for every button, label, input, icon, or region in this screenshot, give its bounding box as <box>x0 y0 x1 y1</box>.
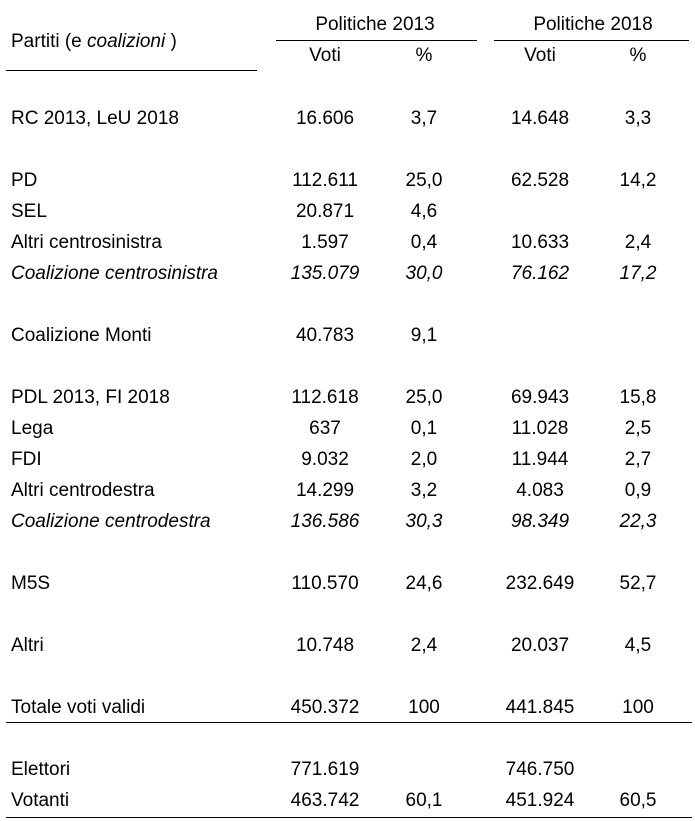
votes-2013-cell: 16.606 <box>295 108 355 129</box>
votes-2018-cell: 10.633 <box>510 232 570 253</box>
election-2018-rule <box>494 40 689 41</box>
votes-2018-cell: 746.750 <box>505 759 575 780</box>
votes-2018-cell: 451.924 <box>505 790 575 811</box>
row-label: SEL <box>11 201 47 222</box>
coalitions-label: coalizioni <box>87 31 166 52</box>
parties-label-end: ) <box>165 31 177 52</box>
percent-2018-cell: 22,3 <box>619 511 657 532</box>
votes-2013-cell: 136.586 <box>290 511 360 532</box>
percent-2013-cell: 2,0 <box>410 449 438 470</box>
row-label: PDL 2013, FI 2018 <box>11 387 170 408</box>
row-label: Lega <box>11 418 54 439</box>
row-label: Votanti <box>11 790 70 811</box>
percent-2018-cell: 15,8 <box>619 387 657 408</box>
percent-2013-cell: 0,4 <box>410 232 438 253</box>
percent-2018-cell: 0,9 <box>624 480 652 501</box>
percent-2013-cell: 100 <box>408 697 440 718</box>
row-label: Altri <box>11 635 44 656</box>
percent-2013-cell: 24,6 <box>405 573 443 594</box>
votes-2013-cell: 9.032 <box>301 449 349 470</box>
votes-2013-cell: 463.742 <box>290 790 360 811</box>
row-label: Elettori <box>11 759 71 780</box>
votes-2013-cell: 637 <box>309 418 341 439</box>
votes-2018-cell: 69.943 <box>510 387 570 408</box>
votes-2013-header: Voti <box>309 45 341 66</box>
votes-2013-cell: 10.748 <box>295 635 355 656</box>
table-bottom-rule <box>6 817 692 818</box>
percent-2013-cell: 25,0 <box>405 170 443 191</box>
row-label: Coalizione Monti <box>11 325 152 346</box>
percent-2018-cell: 52,7 <box>619 573 657 594</box>
votes-2018-cell: 62.528 <box>510 170 570 191</box>
parties-label: Partiti (e <box>11 31 88 52</box>
percent-2018-cell: 3,3 <box>624 108 652 129</box>
votes-2013-cell: 771.619 <box>290 759 360 780</box>
votes-2013-cell: 112.611 <box>292 170 358 191</box>
row-label: RC 2013, LeU 2018 <box>11 108 179 129</box>
percent-2018-cell: 2,7 <box>624 449 652 470</box>
percent-2018-cell: 2,4 <box>624 232 652 253</box>
votes-2018-cell: 76.162 <box>510 263 570 284</box>
percent-2013-cell: 3,7 <box>410 108 438 129</box>
votes-2018-cell: 11.944 <box>511 449 569 470</box>
percent-2018-cell: 2,5 <box>624 418 652 439</box>
election-2013-rule <box>276 40 477 41</box>
percent-2013-cell: 30,0 <box>405 263 443 284</box>
votes-2013-cell: 1.597 <box>301 232 349 253</box>
percent-2018-cell: 4,5 <box>624 635 652 656</box>
votes-2013-cell: 110.570 <box>291 573 359 594</box>
row-label: PD <box>11 170 38 191</box>
election-2018-header: Politiche 2018 <box>533 14 653 35</box>
votes-2018-cell: 11.028 <box>511 418 569 439</box>
row-label: Altri centrodestra <box>11 480 155 501</box>
votes-2018-cell: 20.037 <box>510 635 570 656</box>
votes-2018-cell: 232.649 <box>505 573 575 594</box>
votes-2013-cell: 14.299 <box>295 480 355 501</box>
votes-2013-cell: 135.079 <box>290 263 360 284</box>
totals-divider <box>6 722 692 723</box>
percent-2013-cell: 2,4 <box>410 635 438 656</box>
votes-2018-cell: 441.845 <box>505 697 575 718</box>
votes-2013-cell: 40.783 <box>295 325 355 346</box>
percent-2018-header: % <box>629 45 647 66</box>
percent-2013-cell: 60,1 <box>405 790 443 811</box>
parties-header-rule <box>6 70 257 71</box>
percent-2013-header: % <box>415 45 433 66</box>
row-label: Altri centrosinistra <box>11 232 162 253</box>
row-label: Coalizione centrosinistra <box>11 263 218 284</box>
percent-2013-cell: 3,2 <box>410 480 438 501</box>
percent-2018-cell: 100 <box>622 697 654 718</box>
percent-2013-cell: 0,1 <box>410 418 438 439</box>
percent-2013-cell: 9,1 <box>410 325 438 346</box>
parties-column-header: Partiti (e coalizioni ) <box>11 31 177 53</box>
votes-2018-header: Voti <box>524 45 556 66</box>
votes-2013-cell: 112.618 <box>291 387 359 408</box>
votes-2018-cell: 4.083 <box>516 480 564 501</box>
row-label: M5S <box>11 573 51 594</box>
election-2013-header: Politiche 2013 <box>315 14 435 35</box>
percent-2013-cell: 4,6 <box>410 201 438 222</box>
percent-2018-cell: 60,5 <box>619 790 657 811</box>
percent-2018-cell: 17,2 <box>619 263 657 284</box>
votes-2018-cell: 14.648 <box>510 108 570 129</box>
percent-2013-cell: 30,3 <box>405 511 443 532</box>
votes-2013-cell: 20.871 <box>295 201 355 222</box>
votes-2013-cell: 450.372 <box>290 697 360 718</box>
votes-2018-cell: 98.349 <box>510 511 570 532</box>
percent-2013-cell: 25,0 <box>405 387 443 408</box>
percent-2018-cell: 14,2 <box>619 170 657 191</box>
row-label: Totale voti validi <box>11 697 146 718</box>
row-label: Coalizione centrodestra <box>11 511 211 532</box>
row-label: FDI <box>11 449 42 470</box>
